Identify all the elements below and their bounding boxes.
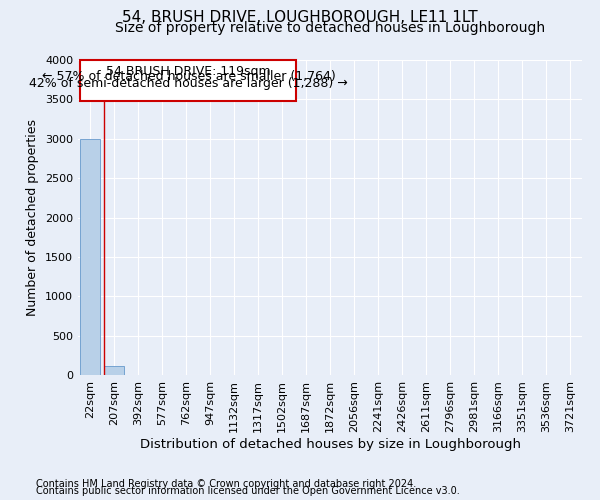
Text: Contains HM Land Registry data © Crown copyright and database right 2024.: Contains HM Land Registry data © Crown c… [36,479,416,489]
Text: 42% of semi-detached houses are larger (1,288) →: 42% of semi-detached houses are larger (… [29,78,348,90]
Title: Size of property relative to detached houses in Loughborough: Size of property relative to detached ho… [115,21,545,35]
Text: 54, BRUSH DRIVE, LOUGHBOROUGH, LE11 1LT: 54, BRUSH DRIVE, LOUGHBOROUGH, LE11 1LT [122,10,478,25]
Text: ← 57% of detached houses are smaller (1,764): ← 57% of detached houses are smaller (1,… [41,70,335,83]
Bar [80,138,100,375]
Y-axis label: Number of detached properties: Number of detached properties [26,119,40,316]
Text: 54 BRUSH DRIVE: 119sqm: 54 BRUSH DRIVE: 119sqm [106,64,271,78]
X-axis label: Distribution of detached houses by size in Loughborough: Distribution of detached houses by size … [139,438,521,450]
Text: Contains public sector information licensed under the Open Government Licence v3: Contains public sector information licen… [36,486,460,496]
FancyBboxPatch shape [80,60,296,101]
Bar [104,366,124,375]
